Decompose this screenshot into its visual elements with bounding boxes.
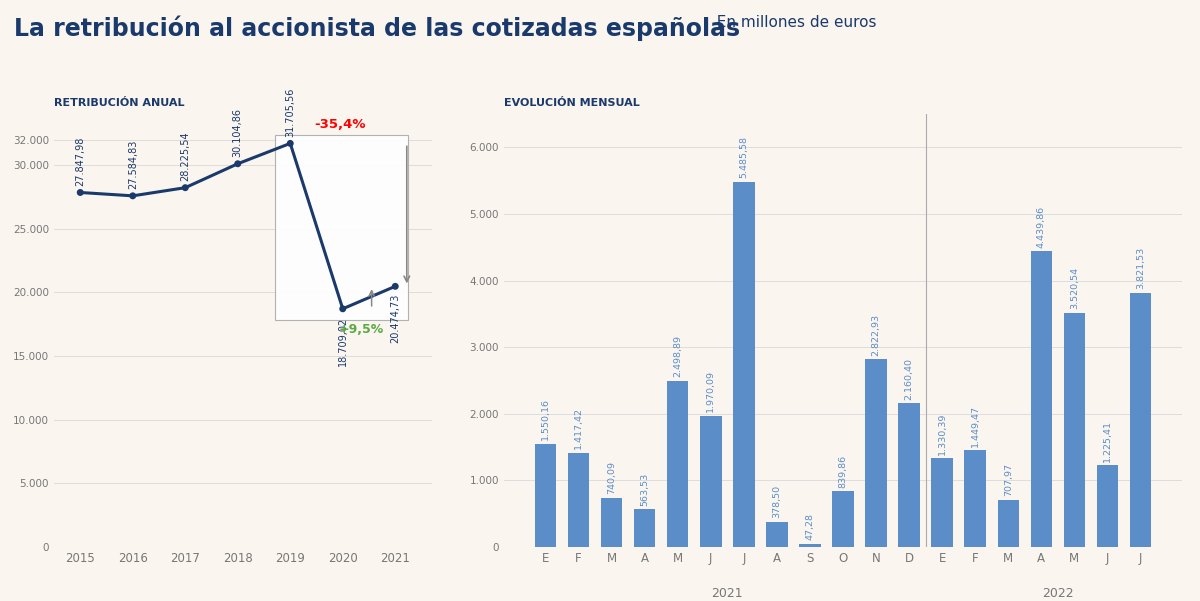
Bar [275, 135, 408, 320]
Text: 1.417,42: 1.417,42 [574, 407, 583, 449]
Bar [535, 444, 557, 547]
Text: EVOLUCIÓN MENSUAL: EVOLUCIÓN MENSUAL [504, 98, 640, 108]
Text: 563,53: 563,53 [641, 473, 649, 506]
Text: La retribución al accionista de las cotizadas españolas: La retribución al accionista de las coti… [14, 15, 740, 40]
Bar [931, 459, 953, 547]
Text: 378,50: 378,50 [773, 485, 781, 519]
Text: 27.584,83: 27.584,83 [127, 140, 138, 189]
Text: 1.225,41: 1.225,41 [1103, 420, 1112, 462]
Text: RETRIBUCIÓN ANUAL: RETRIBUCIÓN ANUAL [54, 98, 185, 108]
Text: 707,97: 707,97 [1003, 463, 1013, 496]
Text: 2.160,40: 2.160,40 [905, 358, 913, 400]
Text: 27.847,98: 27.847,98 [76, 137, 85, 186]
Text: En millones de euros: En millones de euros [708, 15, 877, 30]
Text: 47,28: 47,28 [805, 513, 815, 540]
Bar [1063, 313, 1085, 547]
Text: 20.474,73: 20.474,73 [390, 294, 401, 343]
Point [281, 139, 300, 148]
Text: 31.705,56: 31.705,56 [286, 88, 295, 137]
Bar [997, 500, 1019, 547]
Text: +9,5%: +9,5% [338, 323, 384, 336]
Text: 1.449,47: 1.449,47 [971, 405, 979, 447]
Text: 4.439,86: 4.439,86 [1037, 206, 1045, 248]
Point [385, 281, 404, 291]
Bar [733, 182, 755, 547]
Text: -35,4%: -35,4% [314, 118, 366, 131]
Bar [568, 453, 589, 547]
Bar [1129, 293, 1151, 547]
Bar [1031, 251, 1052, 547]
Text: 2.822,93: 2.822,93 [871, 314, 881, 356]
Point [228, 159, 247, 168]
Text: 839,86: 839,86 [839, 454, 847, 487]
Text: 2021: 2021 [712, 587, 743, 600]
Bar [601, 498, 623, 547]
Text: 2.498,89: 2.498,89 [673, 335, 683, 377]
Bar [833, 491, 853, 547]
Text: 740,09: 740,09 [607, 462, 616, 494]
Text: 1.330,39: 1.330,39 [937, 413, 947, 455]
Bar [965, 450, 986, 547]
Text: 1.970,09: 1.970,09 [707, 370, 715, 412]
Point [124, 191, 143, 201]
Text: 3.821,53: 3.821,53 [1136, 247, 1145, 289]
Point [71, 188, 90, 197]
Text: 2022: 2022 [1042, 587, 1074, 600]
Bar [634, 510, 655, 547]
Point [334, 304, 353, 314]
Bar [667, 380, 689, 547]
Bar [899, 403, 920, 547]
Text: 5.485,58: 5.485,58 [739, 136, 749, 178]
Point [175, 183, 194, 192]
Text: 1.550,16: 1.550,16 [541, 398, 550, 441]
Text: 3.520,54: 3.520,54 [1070, 267, 1079, 309]
Bar [766, 522, 787, 547]
Text: 28.225,54: 28.225,54 [180, 132, 191, 182]
Bar [1097, 465, 1118, 547]
Bar [799, 544, 821, 547]
Text: 30.104,86: 30.104,86 [233, 108, 242, 157]
Bar [865, 359, 887, 547]
Bar [700, 416, 721, 547]
Text: 18.709,02: 18.709,02 [337, 317, 348, 365]
